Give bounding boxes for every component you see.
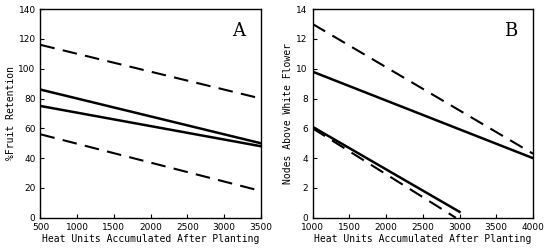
Text: B: B (504, 22, 518, 40)
Text: A: A (232, 22, 245, 40)
Y-axis label: %Fruit Retention: %Fruit Retention (6, 66, 15, 160)
X-axis label: Heat Units Accumulated After Planting: Heat Units Accumulated After Planting (42, 234, 260, 244)
X-axis label: Heat Units Accumulated After Planting: Heat Units Accumulated After Planting (314, 234, 531, 244)
Y-axis label: Nodes Above White Flower: Nodes Above White Flower (283, 43, 294, 184)
